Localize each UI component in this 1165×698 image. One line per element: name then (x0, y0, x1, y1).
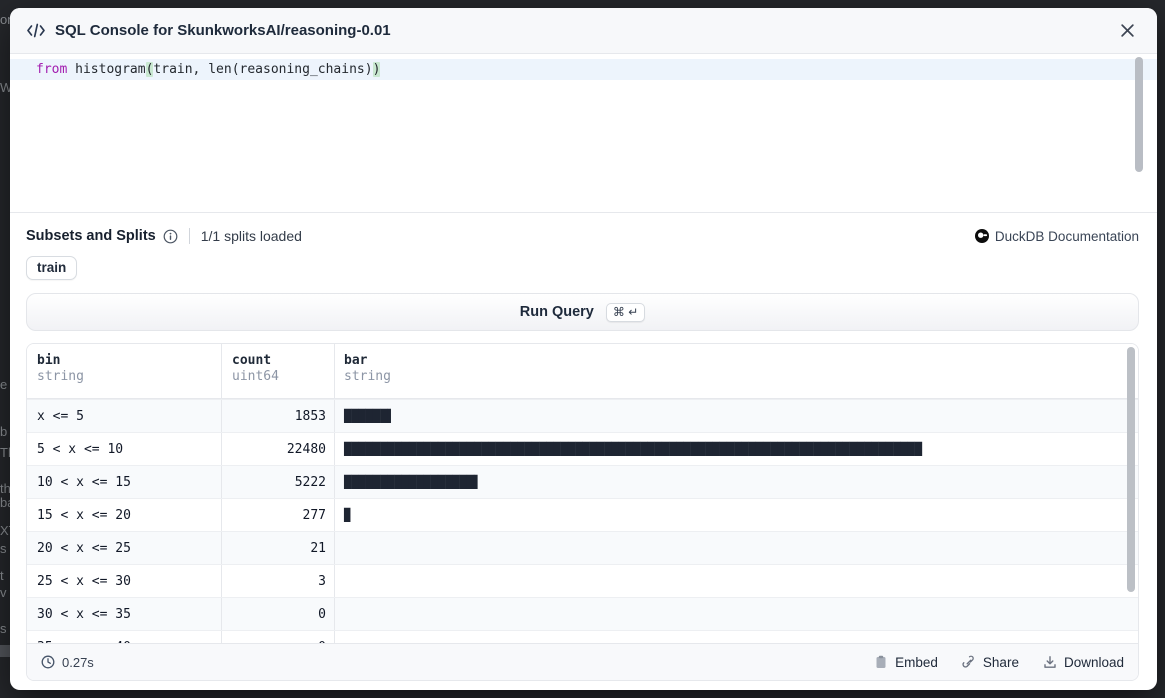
table-scroll-area[interactable]: bin string count uint64 bar string (27, 344, 1138, 643)
embed-button[interactable]: Embed (875, 655, 938, 670)
histogram-bar: ████████████████████████████████████████… (344, 441, 922, 456)
backdrop-text: b (0, 424, 8, 439)
cell-count: 0 (221, 598, 334, 630)
divider (188, 228, 190, 244)
editor-scrollbar[interactable] (1135, 57, 1143, 172)
column-name: count (232, 353, 272, 368)
column-type: string (37, 369, 84, 384)
column-type: string (344, 369, 391, 384)
console-body: Subsets and Splits 1/1 splits loaded Duc… (10, 213, 1157, 690)
elapsed-time: 0.27s (41, 655, 94, 670)
close-icon (1121, 24, 1134, 37)
share-link-icon (962, 655, 974, 668)
embed-label: Embed (895, 654, 938, 670)
cell-count: 0 (221, 631, 334, 643)
table-row[interactable]: 30 < x <= 35 0 (27, 597, 1138, 630)
cell-count: 3 (221, 565, 334, 597)
backdrop-text: XT (0, 523, 11, 538)
cell-bin: x <= 5 (37, 408, 84, 424)
cell-bin: 15 < x <= 20 (37, 507, 131, 523)
backdrop-text: e (0, 377, 8, 392)
backdrop-text: on (0, 12, 11, 27)
table-row[interactable]: 10 < x <= 15 5222 ██████████████████▌ (27, 465, 1138, 498)
backdrop-text: t (0, 568, 4, 583)
table-row[interactable]: x <= 5 1853 ██████▌ (27, 399, 1138, 432)
code-icon (26, 23, 46, 38)
embed-icon (876, 655, 886, 668)
cell-count: 277 (221, 499, 334, 531)
results-footer: 0.27s Embed (27, 643, 1138, 680)
table-row[interactable]: 25 < x <= 30 3 (27, 564, 1138, 597)
splits-loaded-text: 1/1 splits loaded (200, 228, 302, 244)
backdrop-text: th (0, 481, 11, 496)
elapsed-time-value: 0.27s (62, 654, 94, 670)
duckdb-doc-link[interactable]: DuckDB Documentation (974, 228, 1139, 244)
duckdb-logo-icon (974, 229, 989, 243)
duckdb-doc-label: DuckDB Documentation (994, 228, 1139, 244)
modal-titlebar: SQL Console for SkunkworksAI/reasoning-0… (10, 8, 1157, 54)
backdrop-text: s (0, 541, 7, 556)
cell-bin: 25 < x <= 30 (37, 573, 131, 589)
column-type: uint64 (232, 369, 279, 384)
keyboard-shortcut-badge: ⌘ ↵ (605, 302, 646, 322)
cell-count: 1853 (221, 400, 334, 432)
backdrop-text: v (0, 585, 7, 600)
table-row[interactable]: 20 < x <= 25 21 (27, 531, 1138, 564)
results-panel: bin string count uint64 bar string (26, 343, 1139, 681)
run-query-label: Run Query (519, 304, 594, 320)
cell-bin: 30 < x <= 35 (37, 606, 131, 622)
cell-bin: 20 < x <= 25 (37, 540, 131, 556)
cell-bin: 10 < x <= 15 (37, 474, 131, 490)
download-icon (1044, 656, 1056, 668)
cell-count: 5222 (221, 466, 334, 498)
backdrop-text: ba (0, 495, 11, 510)
sql-console-modal: SQL Console for SkunkworksAI/reasoning-0… (10, 8, 1157, 690)
backdrop-band (0, 645, 10, 657)
subsets-row: Subsets and Splits 1/1 splits loaded Duc… (26, 225, 1139, 247)
column-header-count[interactable]: count uint64 (221, 344, 334, 398)
results-table: bin string count uint64 bar string (27, 344, 1138, 643)
close-button[interactable] (1116, 19, 1139, 42)
download-label: Download (1063, 654, 1124, 670)
backdrop-text: Th (0, 445, 11, 460)
info-icon[interactable] (163, 229, 178, 244)
table-row[interactable]: 15 < x <= 20 277 ▉ (27, 498, 1138, 531)
sql-query-line[interactable]: from histogram(train, len(reasoning_chai… (10, 59, 1157, 80)
footer-actions: Embed Share (875, 655, 1124, 670)
table-header-row: bin string count uint64 bar string (27, 344, 1138, 399)
sql-editor[interactable]: from histogram(train, len(reasoning_chai… (10, 54, 1157, 213)
backdrop-text: W (0, 80, 11, 95)
column-name: bin (37, 353, 61, 368)
backdrop-text: s (0, 621, 7, 636)
sql-bracket-close: ) (372, 62, 381, 77)
histogram-bar: ▉ (344, 507, 352, 522)
share-label: Share (982, 654, 1019, 670)
column-header-bar[interactable]: bar string (334, 344, 1129, 398)
modal-title: SQL Console for SkunkworksAI/reasoning-0… (55, 22, 391, 39)
download-button[interactable]: Download (1043, 655, 1124, 670)
sql-text: train, len(reasoning_chains) (153, 62, 373, 77)
histogram-bar: ██████▌ (344, 408, 395, 423)
sql-text: histogram (67, 62, 146, 77)
backdrop-page-fragments: on W e b Th th ba XT s t v s (0, 0, 11, 698)
table-row[interactable]: 5 < x <= 10 22480 ██████████████████████… (27, 432, 1138, 465)
share-button[interactable]: Share (962, 655, 1019, 670)
run-query-button[interactable]: Run Query ⌘ ↵ (26, 293, 1139, 331)
subsets-label: Subsets and Splits (26, 228, 156, 244)
column-header-bin[interactable]: bin string (27, 344, 221, 398)
cell-count: 21 (221, 532, 334, 564)
table-row[interactable]: 35 < x <= 40 0 (27, 630, 1138, 643)
cell-bin: 5 < x <= 10 (37, 441, 124, 457)
sql-keyword: from (36, 62, 68, 77)
histogram-bar: ██████████████████▌ (344, 474, 482, 489)
cell-count: 22480 (221, 433, 334, 465)
table-scrollbar[interactable] (1127, 347, 1135, 592)
sql-bracket-open: ( (145, 62, 154, 77)
column-name: bar (344, 353, 368, 368)
cell-bin: 35 < x <= 40 (27, 631, 221, 644)
split-badge-train[interactable]: train (26, 256, 78, 280)
clock-icon (41, 655, 55, 669)
